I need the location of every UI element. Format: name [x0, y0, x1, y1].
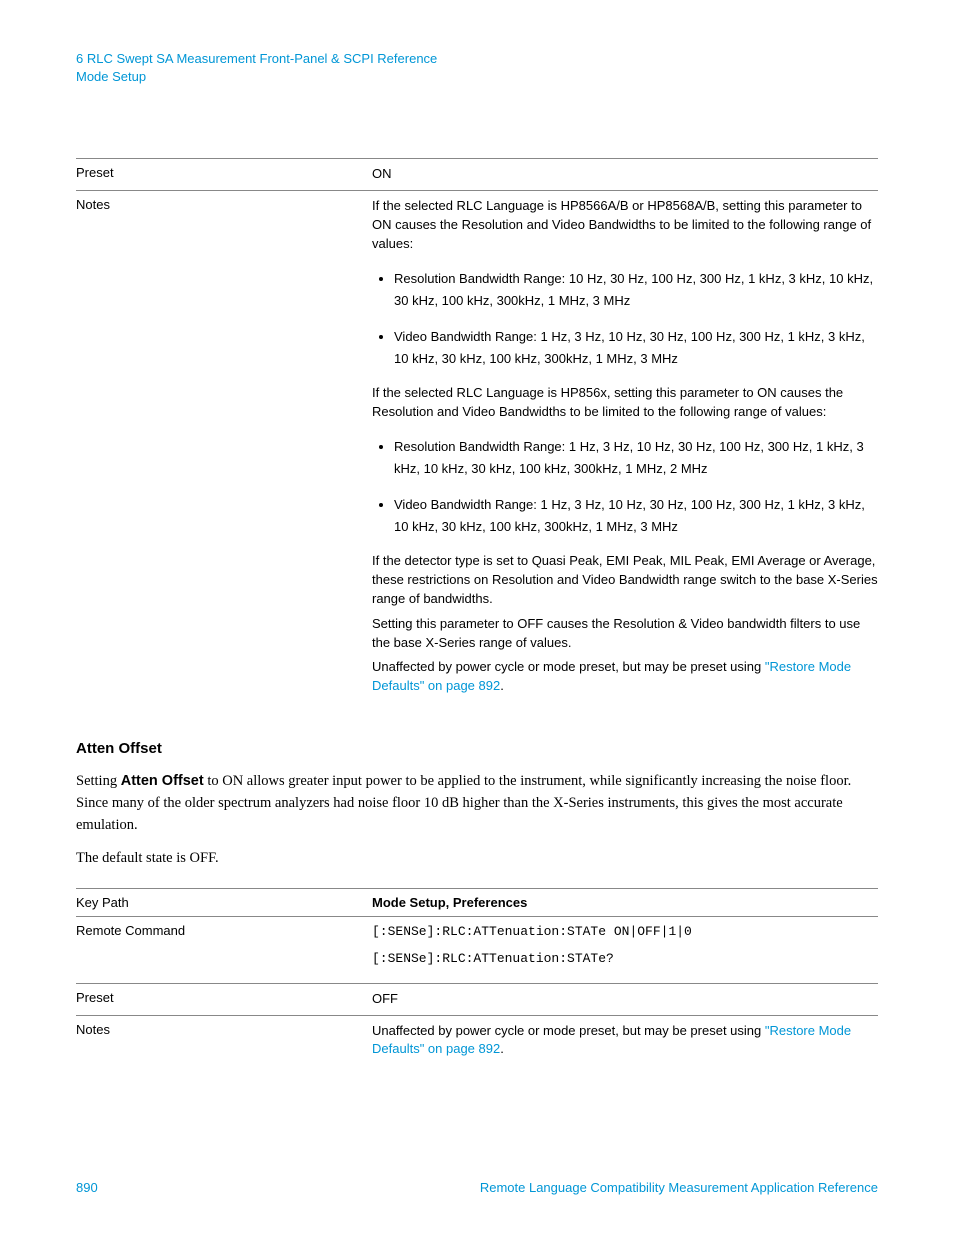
- notes-value: If the selected RLC Language is HP8566A/…: [372, 191, 878, 708]
- notes2-value: Unaffected by power cycle or mode preset…: [372, 1015, 878, 1065]
- notes-list-2: Resolution Bandwidth Range: 1 Hz, 3 Hz, …: [372, 436, 878, 538]
- notes-list-1: Resolution Bandwidth Range: 10 Hz, 30 Hz…: [372, 268, 878, 370]
- body1a: Setting: [76, 773, 121, 789]
- remote-value: [:SENSe]:RLC:ATTenuation:STATe ON|OFF|1|…: [372, 917, 878, 984]
- notes-label: Notes: [76, 191, 372, 708]
- notes-para-4: Setting this parameter to OFF causes the…: [372, 615, 878, 653]
- parameter-table-2: Key Path Mode Setup, Preferences Remote …: [76, 888, 878, 1065]
- notes-li-1: Resolution Bandwidth Range: 10 Hz, 30 Hz…: [394, 268, 878, 312]
- notes-para-5: Unaffected by power cycle or mode preset…: [372, 658, 878, 696]
- page-footer: 890 Remote Language Compatibility Measur…: [76, 1180, 878, 1195]
- preset-label: Preset: [76, 159, 372, 191]
- notes-para-2: If the selected RLC Language is HP856x, …: [372, 384, 878, 422]
- preset-value: ON: [372, 159, 878, 191]
- notes-li-4: Video Bandwidth Range: 1 Hz, 3 Hz, 10 Hz…: [394, 494, 878, 538]
- remote-cmd-2: [:SENSe]:RLC:ATTenuation:STATe?: [372, 950, 878, 969]
- page-header: 6 RLC Swept SA Measurement Front-Panel &…: [76, 50, 878, 86]
- page-number: 890: [76, 1180, 98, 1195]
- section-heading: Atten Offset: [76, 740, 878, 757]
- header-chapter: 6 RLC Swept SA Measurement Front-Panel &…: [76, 50, 878, 68]
- preset2-label: Preset: [76, 983, 372, 1015]
- body-para-1: Setting Atten Offset to ON allows greate…: [76, 771, 878, 836]
- notes2-label: Notes: [76, 1015, 372, 1065]
- remote-cmd-1: [:SENSe]:RLC:ATTenuation:STATe ON|OFF|1|…: [372, 923, 878, 942]
- notes-p5-b: .: [500, 678, 504, 693]
- notes-li-2: Video Bandwidth Range: 1 Hz, 3 Hz, 10 Hz…: [394, 326, 878, 370]
- notes-para-3: If the detector type is set to Quasi Pea…: [372, 552, 878, 609]
- notes2-b: .: [500, 1041, 504, 1056]
- notes-li-3: Resolution Bandwidth Range: 1 Hz, 3 Hz, …: [394, 436, 878, 480]
- keypath-label: Key Path: [76, 889, 372, 917]
- notes-para-1: If the selected RLC Language is HP8566A/…: [372, 197, 878, 254]
- notes2-a: Unaffected by power cycle or mode preset…: [372, 1023, 765, 1038]
- body-para-2: The default state is OFF.: [76, 848, 878, 870]
- keypath-value: Mode Setup, Preferences: [372, 889, 878, 917]
- remote-label: Remote Command: [76, 917, 372, 984]
- parameter-table-1: Preset ON Notes If the selected RLC Lang…: [76, 158, 878, 708]
- body1b: Atten Offset: [121, 773, 204, 789]
- header-section: Mode Setup: [76, 68, 878, 86]
- preset2-value: OFF: [372, 983, 878, 1015]
- notes-p5-a: Unaffected by power cycle or mode preset…: [372, 659, 765, 674]
- footer-title: Remote Language Compatibility Measuremen…: [480, 1180, 878, 1195]
